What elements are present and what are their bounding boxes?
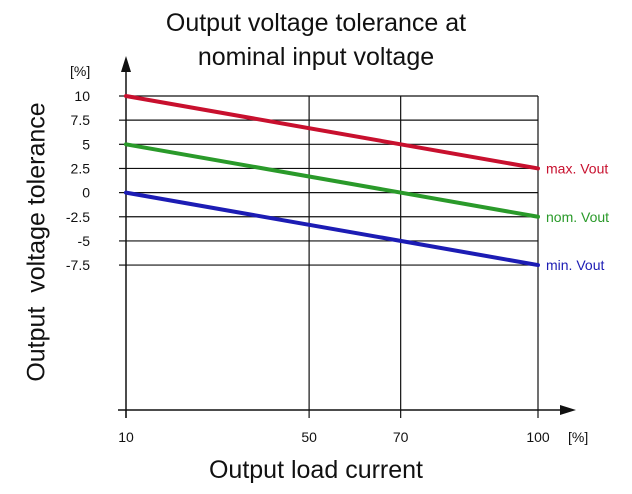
tick-labels: 10 7.5 5 2.5 0 -2.5 -5 -7.5 10 50 70 100 [%] [%] (66, 63, 588, 445)
y-tick-label: -2.5 (66, 209, 90, 225)
series-label-0: max. Vout (546, 160, 608, 176)
series-label-1: nom. Vout (546, 209, 609, 225)
series-lines (124, 94, 540, 268)
chart-title-line-2: nominal input voltage (197, 43, 435, 71)
y-tick-label: 2.5 (71, 160, 91, 176)
x-tick-label: 100 (526, 429, 550, 445)
grid-lines (119, 95, 539, 418)
series-line-0 (124, 94, 540, 171)
x-tick-label: 70 (393, 429, 409, 445)
axes (118, 56, 576, 418)
series-line-1 (124, 142, 540, 219)
x-tick-label: 10 (118, 429, 134, 445)
x-axis-unit: [%] (568, 429, 588, 445)
x-axis-arrow (560, 405, 576, 415)
y-axis-arrow (121, 56, 131, 72)
y-tick-label: 10 (74, 88, 90, 104)
y-tick-label: 5 (82, 136, 90, 152)
chart-title-line-1: Output voltage tolerance at (165, 9, 467, 37)
y-tick-label: 7.5 (71, 112, 91, 128)
series-line-2 (124, 190, 540, 268)
series-label-2: min. Vout (546, 257, 604, 273)
x-tick-label: 50 (301, 429, 317, 445)
y-tick-label: -5 (78, 233, 91, 249)
series-labels: max. Vout nom. Vout min. Vout (546, 160, 609, 273)
y-axis-unit: [%] (70, 63, 90, 79)
y-tick-label: 0 (82, 185, 90, 201)
y-tick-label: -7.5 (66, 257, 90, 273)
x-axis-label: Output load current (208, 456, 423, 484)
